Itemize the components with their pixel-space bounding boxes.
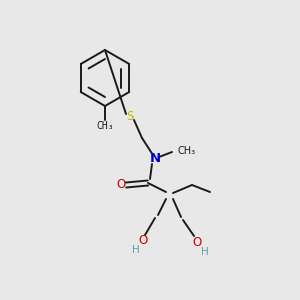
Text: S: S — [126, 110, 134, 124]
Text: CH₃: CH₃ — [96, 121, 114, 131]
Text: H: H — [132, 245, 140, 255]
Text: H: H — [201, 247, 209, 257]
Text: CH₃: CH₃ — [177, 146, 195, 156]
Text: O: O — [138, 235, 148, 248]
Text: O: O — [192, 236, 202, 250]
Text: N: N — [149, 152, 161, 166]
Text: O: O — [116, 178, 126, 191]
